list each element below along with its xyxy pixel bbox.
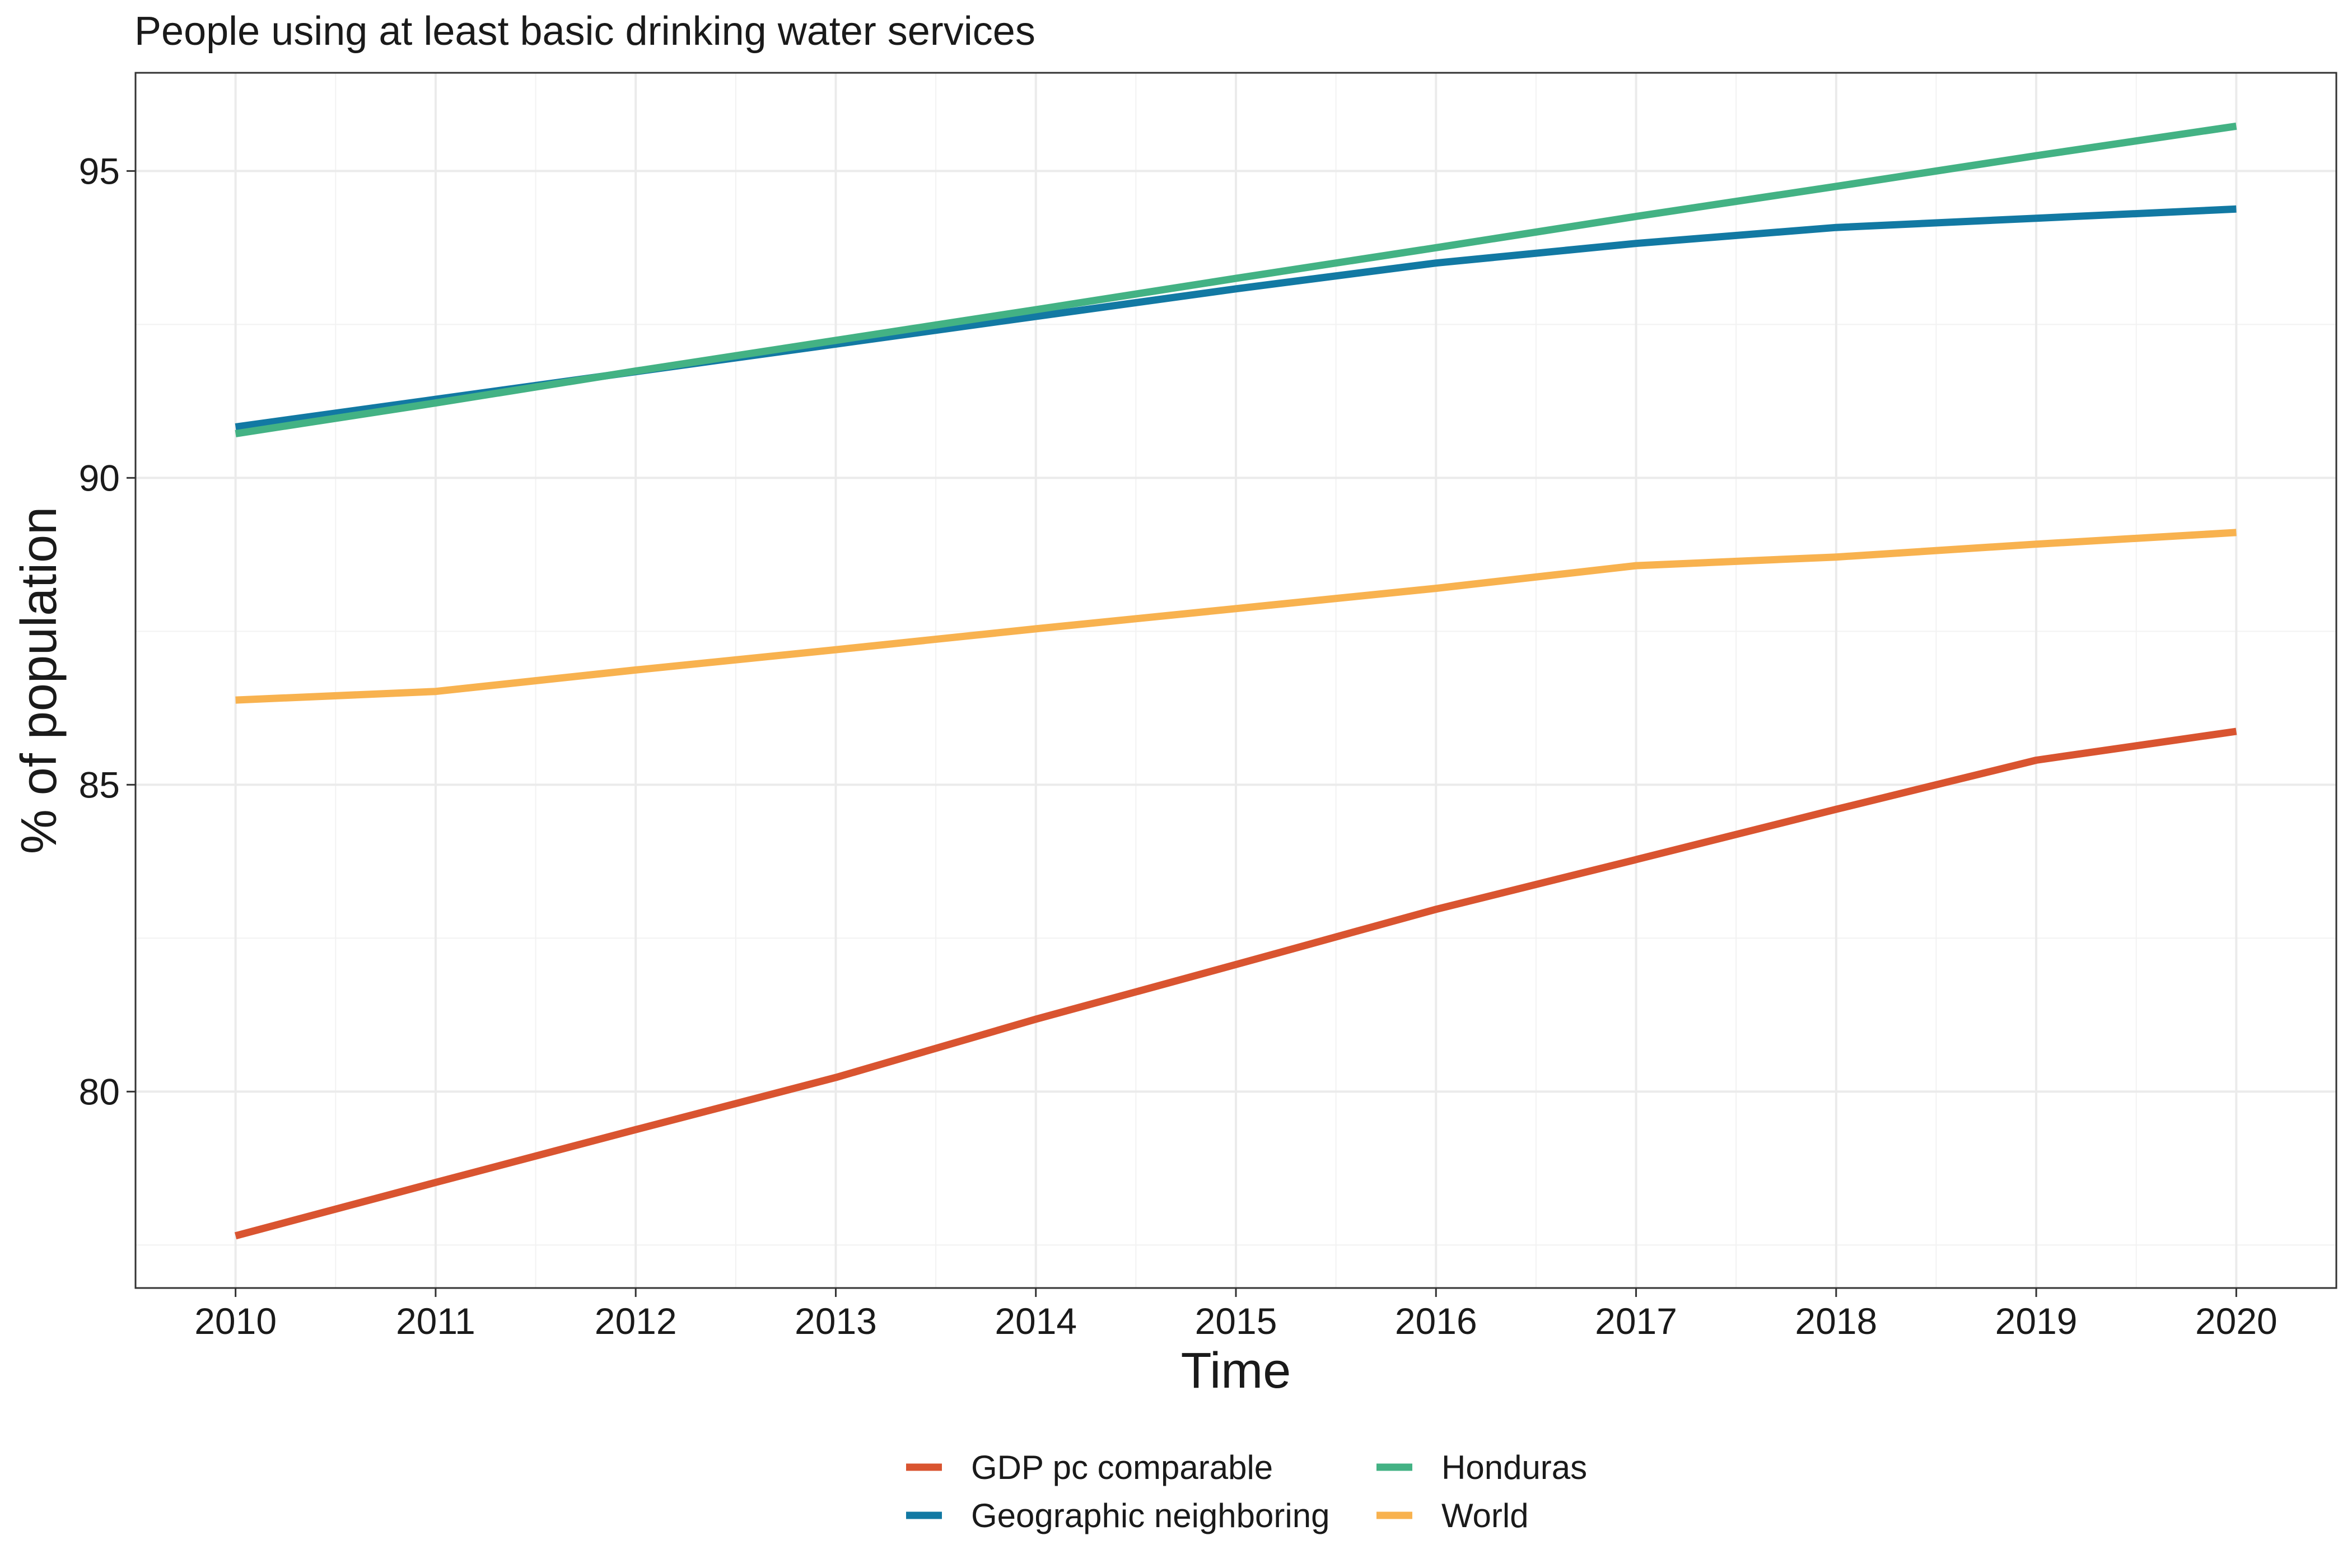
legend-item-gdp-pc-comparable: GDP pc comparable	[906, 1449, 1273, 1486]
y-tick-label: 95	[79, 150, 120, 192]
chart-title: People using at least basic drinking wat…	[134, 9, 1035, 54]
series-line-honduras	[235, 122, 2237, 437]
legend: GDP pc comparable Geographic neighboring H…	[906, 1449, 1587, 1534]
y-axis-title: % of population	[11, 507, 67, 854]
x-tick-label: 2012	[595, 1300, 677, 1342]
x-tick-label: 2020	[2195, 1300, 2278, 1342]
legend-item-world: World	[1376, 1497, 1529, 1534]
x-tick-label: 2014	[995, 1300, 1077, 1342]
x-tick-label: 2016	[1395, 1300, 1477, 1342]
x-tick-label: 2010	[194, 1300, 277, 1342]
x-tick-label: 2011	[396, 1300, 475, 1342]
series-lines	[234, 122, 2237, 1240]
y-axis-ticks: 80 85 90 95	[79, 150, 136, 1112]
x-tick-label: 2019	[1995, 1300, 2078, 1342]
x-tick-label: 2018	[1795, 1300, 1877, 1342]
major-gridlines	[136, 73, 2336, 1288]
y-tick-label: 80	[79, 1071, 120, 1112]
x-tick-label: 2015	[1195, 1300, 1277, 1342]
legend-label: Honduras	[1441, 1449, 1587, 1486]
legend-item-geographic-neighboring: Geographic neighboring	[906, 1497, 1329, 1534]
legend-label: GDP pc comparable	[971, 1449, 1273, 1486]
y-tick-label: 90	[79, 457, 120, 498]
y-tick-label: 85	[79, 764, 120, 805]
x-tick-label: 2013	[795, 1300, 877, 1342]
x-axis-title: Time	[1181, 1343, 1291, 1399]
x-tick-label: 2017	[1595, 1300, 1677, 1342]
series-line-world	[235, 529, 2237, 704]
legend-item-honduras: Honduras	[1376, 1449, 1587, 1486]
legend-label: Geographic neighboring	[971, 1497, 1329, 1534]
series-line-gdp-pc-comparable	[234, 727, 2237, 1240]
legend-label: World	[1441, 1497, 1529, 1534]
x-axis-ticks: 2010 2011 2012 2013 2014 2015 2016 2017 2018 2019…	[194, 1288, 2278, 1342]
